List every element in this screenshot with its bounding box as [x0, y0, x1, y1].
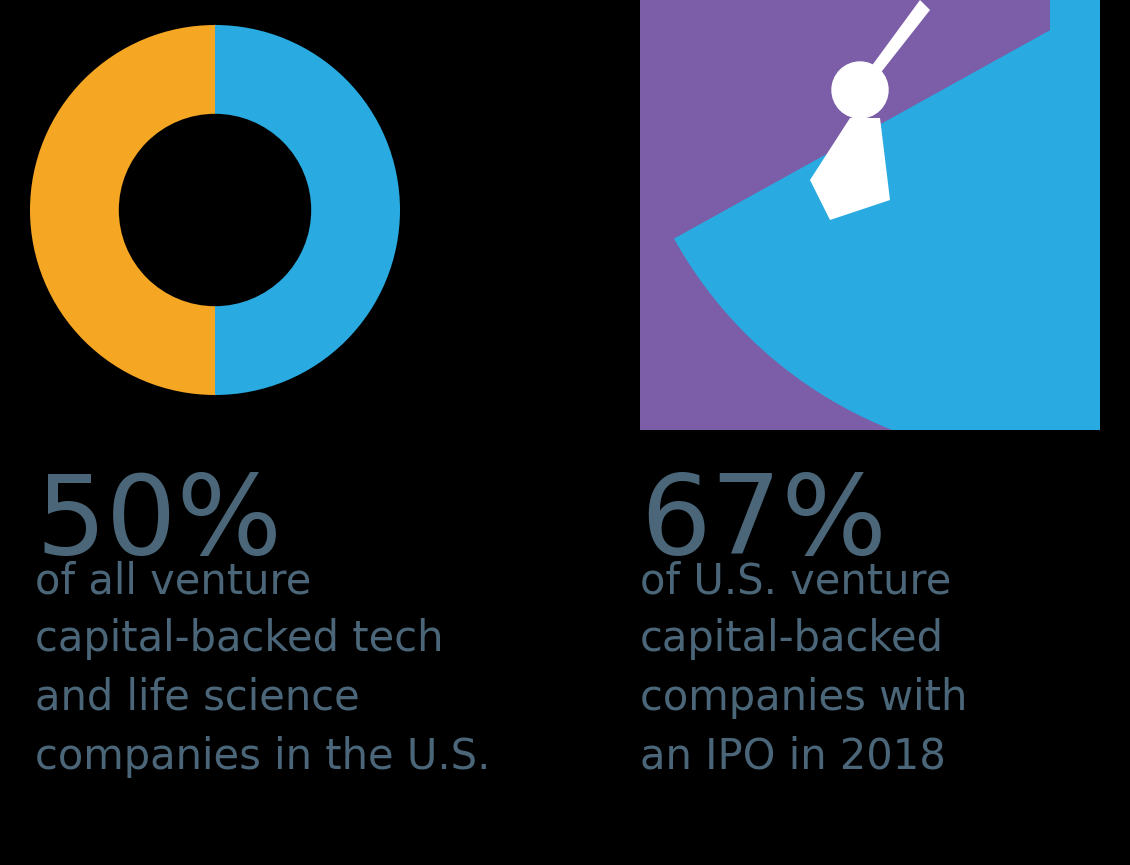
Wedge shape: [673, 0, 1130, 460]
Text: 50%: 50%: [35, 470, 282, 577]
Polygon shape: [845, 0, 930, 120]
Bar: [640, 0, 1099, 430]
Text: 67%: 67%: [640, 470, 887, 577]
Wedge shape: [215, 25, 400, 395]
Wedge shape: [31, 25, 215, 395]
Polygon shape: [810, 118, 890, 220]
Text: of U.S. venture
capital-backed
companies with
an IPO in 2018: of U.S. venture capital-backed companies…: [640, 560, 967, 778]
Text: of all venture
capital-backed tech
and life science
companies in the U.S.: of all venture capital-backed tech and l…: [35, 560, 490, 778]
Circle shape: [832, 62, 888, 118]
Wedge shape: [620, 0, 1050, 239]
